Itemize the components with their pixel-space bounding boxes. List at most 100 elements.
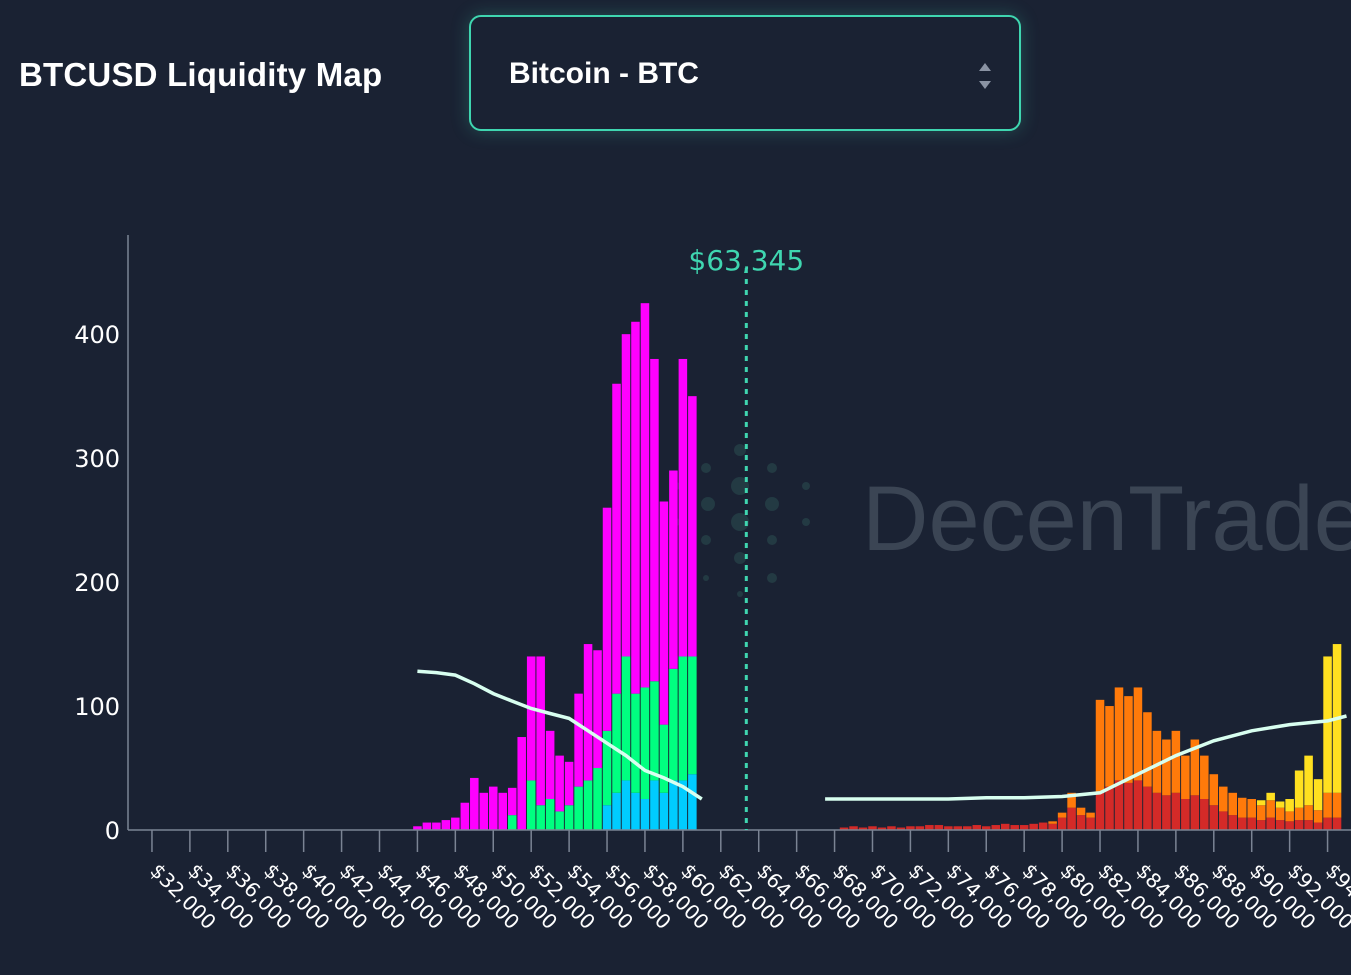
short-bar-red	[849, 826, 858, 830]
long-bar-green	[526, 780, 536, 830]
long-bar-green	[621, 656, 631, 781]
short-bar-orange	[1114, 687, 1124, 781]
short-bar-red	[1038, 822, 1048, 830]
short-bar-red	[1190, 795, 1200, 830]
short-bar-red	[868, 826, 877, 830]
short-bar-red	[1266, 817, 1275, 830]
short-bar-orange	[1237, 797, 1247, 818]
long-bar-magenta	[640, 303, 650, 688]
y-tick-label: 300	[74, 445, 120, 473]
short-bar-orange	[1304, 805, 1313, 821]
long-bar-cyan	[612, 792, 621, 830]
long-bar-green	[612, 693, 621, 793]
watermark-logo-dot	[734, 552, 746, 564]
short-bar-red	[877, 827, 887, 830]
watermark-logo-dot	[802, 518, 810, 526]
long-bar-magenta	[451, 817, 460, 830]
watermark-logo-dot	[767, 535, 777, 545]
short-bar-red	[1114, 780, 1124, 830]
short-bar-red	[991, 825, 1001, 830]
long-bar-cyan	[688, 774, 697, 830]
short-bar-red	[1057, 817, 1067, 830]
long-bar-magenta	[526, 656, 536, 781]
short-bar-red	[1171, 792, 1181, 830]
watermark-logo-dot	[765, 497, 779, 511]
short-bar-yellow	[1294, 770, 1304, 808]
long-bar-magenta	[545, 730, 555, 800]
short-bar-red	[1105, 786, 1114, 830]
long-bar-cyan	[631, 792, 640, 830]
long-bar-magenta	[413, 826, 422, 830]
long-bar-magenta	[688, 396, 697, 657]
long-bar-green	[678, 656, 688, 781]
short-bar-orange	[1152, 730, 1162, 793]
long-bar-magenta	[564, 761, 574, 806]
short-bar-red	[1067, 807, 1076, 830]
short-bar-red	[981, 826, 991, 830]
long-bar-green	[593, 768, 602, 830]
decentrader-watermark: DecenTrader	[672, 444, 1351, 597]
long-bar-magenta	[678, 358, 688, 657]
short-bar-red	[934, 825, 944, 830]
short-bar-red	[1076, 815, 1086, 830]
long-bar-magenta	[422, 822, 432, 830]
long-bar-magenta	[669, 470, 678, 669]
long-bar-magenta	[621, 334, 631, 657]
long-bar-magenta	[555, 755, 564, 812]
short-bar-red	[1219, 811, 1228, 830]
long-bar-magenta	[583, 644, 593, 781]
short-bar-red	[1275, 820, 1285, 830]
long-bar-magenta	[470, 777, 479, 830]
short-bar-orange	[1095, 699, 1105, 793]
long-bar-green	[602, 730, 612, 806]
long-bar-magenta	[517, 737, 526, 830]
asset-select[interactable]: Bitcoin - BTC	[469, 15, 1021, 131]
long-bar-green	[564, 805, 574, 830]
watermark-logo-dot	[701, 535, 711, 545]
long-bar-magenta	[574, 693, 583, 787]
short-bar-yellow	[1285, 799, 1294, 812]
cumulative-short-line	[825, 714, 1347, 801]
short-bar-red	[1237, 817, 1247, 830]
y-tick-label: 100	[74, 693, 120, 721]
long-bar-magenta	[432, 822, 441, 830]
short-bar-red	[1029, 823, 1038, 830]
short-bar-red	[1143, 786, 1152, 830]
short-bar-red	[1256, 820, 1266, 830]
long-bar-green	[669, 668, 678, 781]
short-bar-red	[1228, 815, 1238, 830]
long-bar-magenta	[498, 792, 508, 830]
short-bar-yellow	[1275, 801, 1285, 808]
long-bar-magenta	[650, 358, 659, 682]
watermark-logo-dot	[731, 513, 749, 531]
long-bar-cyan	[659, 792, 669, 830]
short-bar-orange	[1181, 755, 1190, 800]
long-bar-green	[640, 687, 650, 800]
long-bar-cyan	[650, 780, 659, 830]
long-bar-magenta	[488, 786, 498, 830]
short-bar-red	[906, 826, 915, 830]
long-bar-green	[583, 780, 593, 830]
short-bar-red	[1200, 799, 1209, 830]
long-bar-green	[650, 681, 659, 781]
short-bar-orange	[1256, 805, 1266, 821]
short-bar-red	[1313, 822, 1323, 830]
short-bar-red	[925, 825, 934, 830]
short-bar-red	[858, 827, 868, 830]
watermark-text: DecenTrader	[862, 468, 1351, 570]
short-bar-orange	[1057, 812, 1067, 818]
long-bar-green	[659, 724, 669, 793]
short-bar-orange	[1086, 812, 1095, 818]
short-bar-orange	[1076, 807, 1086, 816]
long-bar-magenta	[536, 656, 545, 806]
long-bar-cyan	[640, 799, 650, 830]
short-bar-red	[1086, 817, 1095, 830]
short-bar-red	[839, 827, 849, 830]
current-price-label: $63,345	[688, 244, 804, 277]
short-bar-red	[1019, 825, 1029, 830]
short-bar-red	[1247, 817, 1256, 830]
short-bar-orange	[1048, 821, 1057, 824]
watermark-logo-dot	[737, 591, 743, 597]
short-bar-orange	[1124, 696, 1133, 783]
